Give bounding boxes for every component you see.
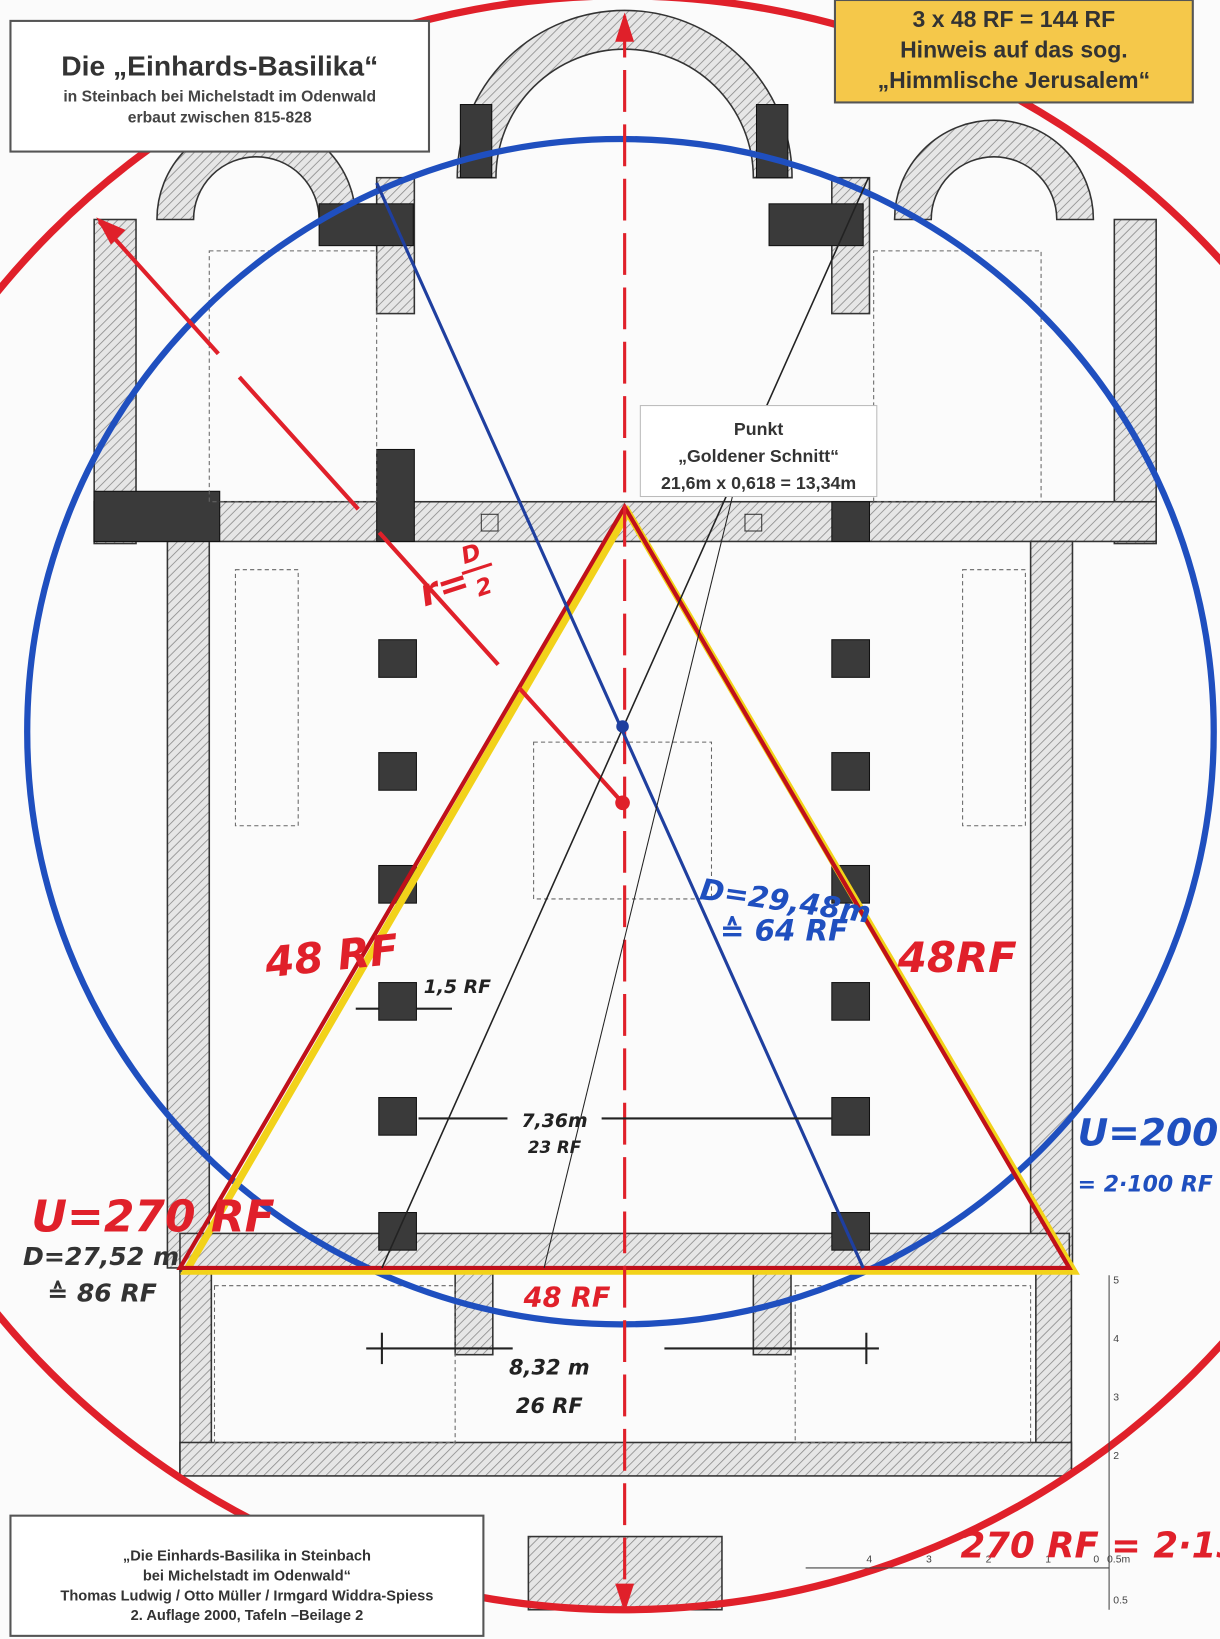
note-box-rect: [833, 0, 1194, 104]
blue-circumference-label: U=200 RF: [1078, 1111, 1220, 1155]
scale-label: 2: [1113, 1451, 1119, 1462]
citation-box: „Die Einhards-Basilika in Steinbach bei …: [9, 1514, 485, 1637]
floor-plan-rect: [234, 569, 299, 827]
geometry-polygon: [96, 217, 126, 245]
fraction-bar: [461, 562, 493, 576]
floor-plan-rect: [208, 250, 378, 503]
floor-plan-rect: [1113, 218, 1157, 545]
scale-label: 4: [866, 1555, 872, 1566]
radius-denominator: 2: [473, 573, 496, 603]
floor-plan-rect: [831, 1097, 871, 1136]
geometry-circle: [616, 720, 629, 733]
citation-box-rect: [9, 1514, 485, 1637]
title-box: Die „Einhards-Basilika“ in Steinbach bei…: [9, 19, 431, 153]
golden-box-rect: [639, 405, 878, 498]
scale-label: 0.5: [1113, 1595, 1128, 1606]
floor-plan-rect: [93, 218, 137, 545]
floor-plan-rect: [378, 752, 417, 791]
floor-plan-rect: [831, 982, 871, 1021]
floor-plan-rect: [378, 639, 417, 678]
scale-label: 0: [1093, 1555, 1099, 1566]
citation-line: „Die Einhards-Basilika in Steinbach: [123, 1549, 371, 1565]
note-line: 3 x 48 RF = 144 RF: [913, 6, 1116, 32]
geometry-line: [543, 496, 733, 1269]
floor-plan-rect: [831, 639, 871, 678]
red-circumference-label: U=270 RF: [31, 1191, 274, 1242]
golden-box: Punkt „Goldener Schnitt“ 21,6m x 0,618 =…: [639, 405, 878, 498]
floor-plan-rect: [376, 448, 415, 542]
floor-plan-rect: [768, 203, 864, 247]
note-line: Hinweis auf das sog.: [900, 37, 1128, 63]
golden-line: „Goldener Schnitt“: [678, 446, 839, 466]
citation-line: Thomas Ludwig / Otto Müller / Irmgard Wi…: [60, 1588, 433, 1604]
pillar-label: 1,5 RF: [424, 977, 491, 998]
geometry-circle: [615, 795, 630, 811]
nave-width-label: 7,36m: [522, 1111, 588, 1132]
scale-label: 3: [1113, 1393, 1119, 1404]
floor-plan-rect: [166, 540, 211, 1269]
golden-line: 21,6m x 0,618 = 13,34m: [661, 473, 856, 493]
note-line: „Himmlische Jerusalem“: [878, 67, 1150, 93]
red-diameter-label: ≙ 86 RF: [47, 1278, 157, 1307]
floor-plan-rect: [831, 1212, 871, 1251]
golden-line: Punkt: [734, 419, 783, 439]
floor-plan-rect: [93, 490, 221, 542]
floor-plan-rect: [454, 1270, 494, 1356]
lower-width-label: 8,32 m: [509, 1356, 590, 1380]
geometry-line: [97, 220, 625, 805]
title-box-rect: [9, 19, 431, 153]
floor-plan-rect: [213, 1285, 456, 1444]
floor-plan-rect: [752, 1270, 792, 1356]
lower-width-label: 26 RF: [516, 1394, 583, 1418]
title: Die „Einhards-Basilika“: [61, 49, 378, 81]
red-diameter-label: D=27,52 m: [23, 1242, 179, 1271]
blue-circle-label: ≙ 64 RF: [720, 914, 848, 948]
scale: [805, 1275, 1110, 1610]
floor-plan-rect: [831, 501, 871, 542]
nave-width-label: 23 RF: [528, 1137, 582, 1157]
scale-label: 4: [1113, 1334, 1119, 1345]
blue-circumference-label: = 2·100 RF: [1078, 1173, 1213, 1198]
geometry-polygon: [615, 1583, 635, 1613]
scale-label: 0.5m: [1107, 1555, 1130, 1566]
side-right-label: 48RF: [897, 933, 1017, 982]
floor-plan-rect: [1035, 1270, 1073, 1476]
citation-line: 2. Auflage 2000, Tafeln –Beilage 2: [131, 1608, 364, 1624]
scale-label: 5: [1113, 1276, 1119, 1287]
scale-labels: 4 3 2 1 0 0.5m 5 4 3 2 0.5: [866, 1276, 1130, 1607]
subtitle: in Steinbach bei Michelstadt im Odenwald: [63, 88, 376, 105]
floor-plan-rect: [744, 513, 763, 532]
floor-plan-rect: [378, 982, 417, 1021]
note-box: 3 x 48 RF = 144 RF Hinweis auf das sog. …: [833, 0, 1194, 104]
floor-plan-rect: [873, 250, 1042, 503]
floor-plan-rect: [459, 104, 493, 179]
geometry-polygon: [615, 12, 635, 42]
floor-plan-rect: [480, 513, 499, 532]
floor-plan-path: [893, 119, 1095, 221]
scale-label: 1: [1045, 1555, 1051, 1566]
citation-line: bei Michelstadt im Odenwald“: [143, 1568, 351, 1584]
base-label: 48 RF: [523, 1283, 611, 1314]
geometry-circle: [24, 135, 1217, 1328]
subtitle: erbaut zwischen 815-828: [128, 109, 312, 126]
floor-plan-rect: [533, 741, 713, 900]
floor-plan-rect: [831, 752, 871, 791]
floor-plan-rect: [794, 1285, 1032, 1444]
floor-plan-rect: [1029, 540, 1074, 1269]
scale-label: 3: [926, 1555, 932, 1566]
floor-plan-rect: [378, 1097, 417, 1136]
scale-label: 2: [986, 1555, 992, 1566]
floor-plan-rect: [962, 569, 1026, 827]
red-total-label: 270 RF = 2·135 RF: [961, 1525, 1220, 1566]
floor-plan-rect: [755, 104, 789, 179]
